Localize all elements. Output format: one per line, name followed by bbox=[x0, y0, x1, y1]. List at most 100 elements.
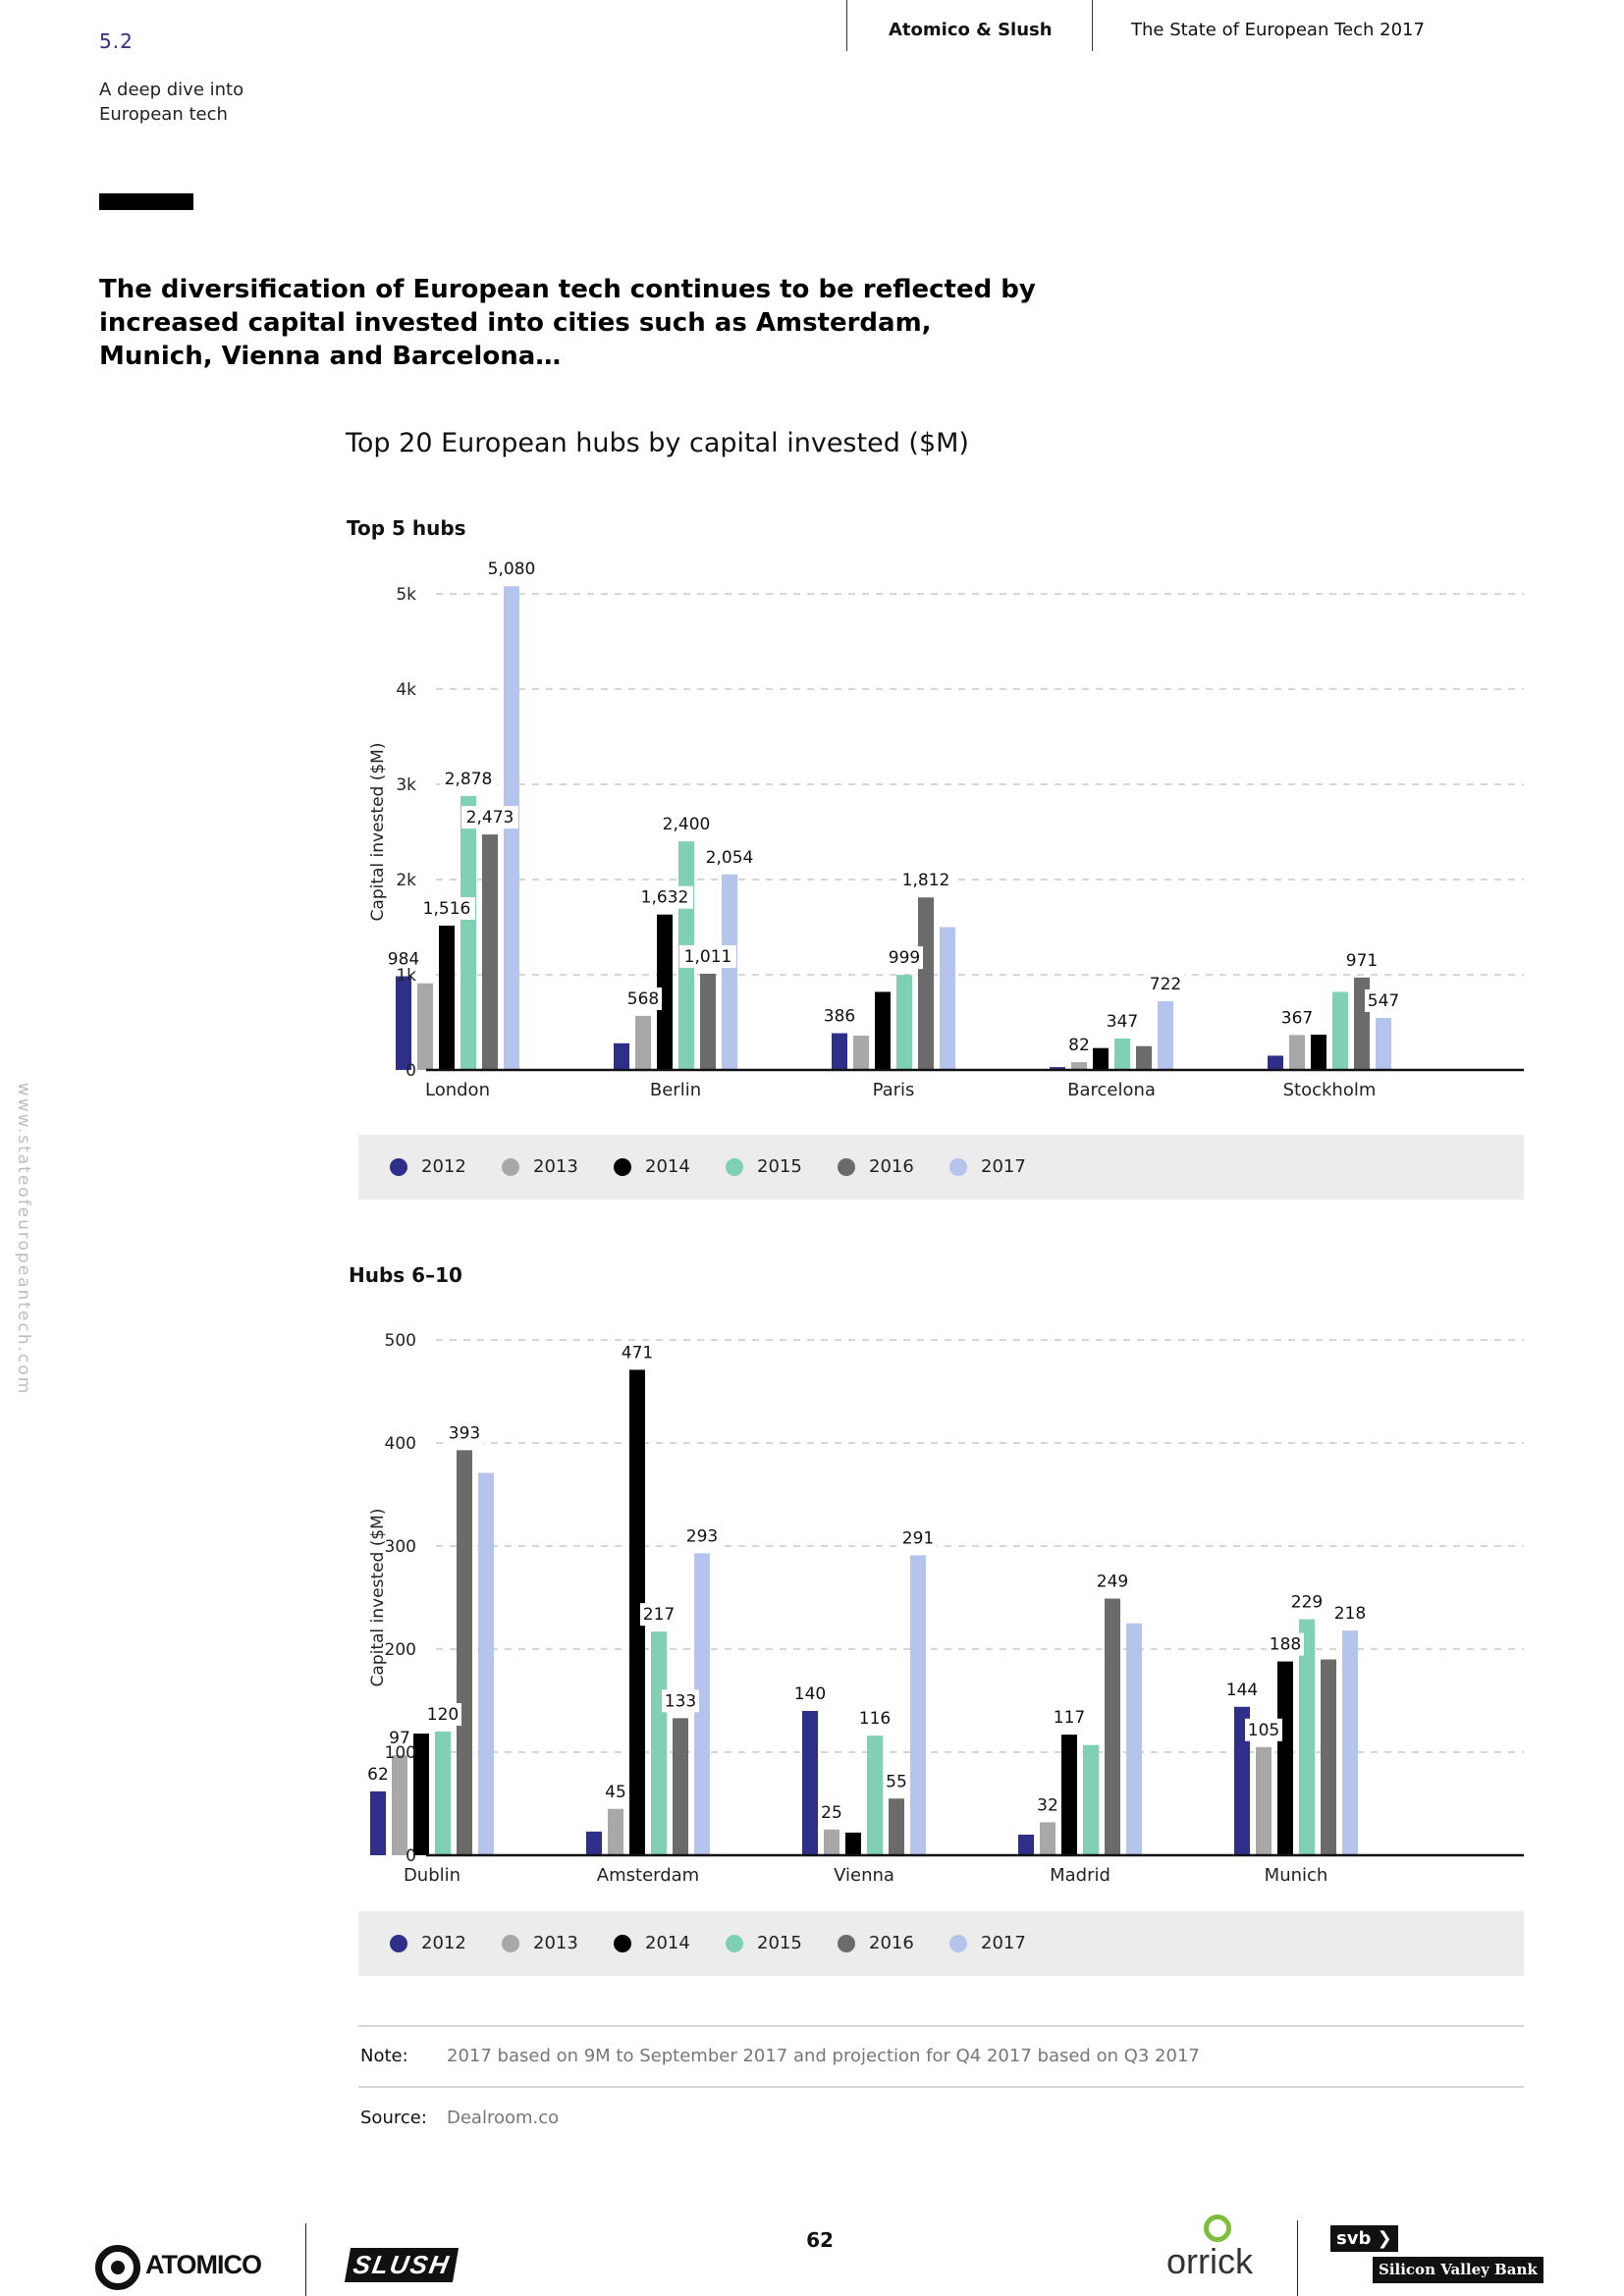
footer-divider bbox=[1297, 2220, 1298, 2296]
data-label-madrid-2013: 32 bbox=[1037, 1795, 1058, 1815]
bar-berlin-2016 bbox=[700, 973, 716, 1070]
source-divider bbox=[358, 2086, 1524, 2088]
x-tick-label: Berlin bbox=[650, 1080, 701, 1100]
data-label-bg bbox=[1094, 1570, 1131, 1593]
bar-paris-2016 bbox=[918, 897, 934, 1070]
data-label-stockholm-2016: 971 bbox=[1346, 951, 1378, 971]
footer-divider bbox=[305, 2223, 306, 2296]
bar-madrid-2016 bbox=[1105, 1598, 1120, 1855]
source-label: Source: bbox=[360, 2108, 427, 2128]
legend-swatch bbox=[949, 1935, 967, 1952]
data-label-madrid-2014: 117 bbox=[1054, 1708, 1085, 1728]
bar-paris-2017 bbox=[940, 927, 955, 1070]
source-text: Dealroom.co bbox=[447, 2108, 560, 2128]
legend-swatch bbox=[949, 1158, 967, 1176]
x-tick-label: Stockholm bbox=[1283, 1080, 1377, 1100]
legend-label: 2013 bbox=[533, 1156, 578, 1177]
bar-amsterdam-2012 bbox=[586, 1831, 602, 1855]
data-label-berlin-2016: 1,011 bbox=[684, 947, 732, 967]
legend-swatch bbox=[502, 1158, 519, 1176]
data-label-bg bbox=[440, 767, 497, 790]
y-axis-label: Capital invested ($M) bbox=[368, 1509, 388, 1687]
data-label-bg bbox=[1343, 948, 1380, 972]
y-tick-label: 400 bbox=[385, 1434, 416, 1454]
data-label-bg bbox=[1288, 1590, 1326, 1614]
legend-label: 2016 bbox=[869, 1156, 914, 1177]
legend-swatch bbox=[614, 1935, 631, 1952]
data-label-bg bbox=[662, 1689, 699, 1713]
x-tick-label: Madrid bbox=[1050, 1865, 1110, 1886]
bar-madrid-2017 bbox=[1126, 1623, 1142, 1855]
bar-vienna-2012 bbox=[802, 1711, 818, 1855]
data-label-bg bbox=[636, 885, 693, 909]
bar-paris-2015 bbox=[896, 975, 912, 1070]
slush-logo: SLUSH bbox=[344, 2248, 460, 2282]
legend-swatch bbox=[390, 1935, 407, 1952]
data-label-dublin-2013: 97 bbox=[389, 1729, 410, 1748]
data-label-bg bbox=[821, 1004, 858, 1028]
data-label-bg bbox=[446, 1421, 483, 1445]
bar-amsterdam-2015 bbox=[651, 1631, 667, 1855]
data-label-bg bbox=[483, 560, 540, 581]
bar-barcelona-2017 bbox=[1158, 1000, 1173, 1070]
data-label-bg bbox=[883, 1770, 910, 1793]
legend-label: 2012 bbox=[421, 1933, 466, 1953]
data-label-bg bbox=[791, 1682, 829, 1705]
data-label-bg bbox=[418, 896, 475, 920]
header-divider bbox=[846, 0, 847, 51]
bar-madrid-2013 bbox=[1040, 1822, 1056, 1855]
svb-logo-short: svb ❯ bbox=[1330, 2225, 1398, 2252]
bar-amsterdam-2013 bbox=[608, 1808, 623, 1855]
chart-1-legend: 2012 2013 2014 2015 2016 2017 bbox=[358, 1135, 1524, 1200]
bar-barcelona-2013 bbox=[1071, 1062, 1087, 1070]
data-label-bg bbox=[386, 1727, 413, 1750]
bar-london-2014 bbox=[439, 925, 455, 1070]
bar-amsterdam-2014 bbox=[629, 1369, 645, 1855]
legend-label: 2016 bbox=[869, 1933, 914, 1953]
data-label-berlin-2013: 568 bbox=[627, 989, 659, 1009]
orrick-logo: orrick bbox=[1166, 2241, 1253, 2281]
data-label-bg bbox=[818, 1800, 845, 1824]
data-label-bg bbox=[856, 1707, 893, 1731]
y-tick-label: 100 bbox=[385, 1743, 416, 1763]
legend-label: 2012 bbox=[421, 1156, 466, 1177]
legend-label: 2017 bbox=[981, 1933, 1026, 1953]
bar-stockholm-2015 bbox=[1332, 991, 1348, 1070]
data-label-amsterdam-2016: 133 bbox=[665, 1691, 696, 1711]
data-label-bg bbox=[364, 1762, 392, 1786]
x-tick-label: London bbox=[425, 1080, 490, 1100]
bar-madrid-2012 bbox=[1018, 1835, 1034, 1855]
data-label-vienna-2013: 25 bbox=[821, 1803, 842, 1823]
data-label-bg bbox=[640, 1603, 677, 1627]
bar-amsterdam-2017 bbox=[694, 1553, 710, 1855]
data-label-bg bbox=[899, 1526, 937, 1550]
svb-logo-short-text: svb bbox=[1336, 2228, 1372, 2249]
legend-label: 2015 bbox=[757, 1933, 802, 1953]
y-tick-label: 2k bbox=[396, 871, 416, 890]
bar-dublin-2015 bbox=[435, 1732, 451, 1855]
y-tick-label: 1k bbox=[396, 966, 416, 986]
legend-label: 2013 bbox=[533, 1933, 578, 1953]
header-report-title: The State of European Tech 2017 bbox=[1131, 20, 1425, 40]
data-label-bg bbox=[1223, 1678, 1261, 1701]
page-number: 62 bbox=[806, 2228, 834, 2252]
svb-logo-full: Silicon Valley Bank bbox=[1373, 2257, 1543, 2283]
bar-munich-2017 bbox=[1342, 1630, 1358, 1855]
bar-berlin-2014 bbox=[657, 914, 673, 1070]
data-label-bg bbox=[1034, 1793, 1061, 1817]
legend-label: 2015 bbox=[757, 1156, 802, 1177]
data-label-vienna-2016: 55 bbox=[886, 1772, 907, 1791]
bar-madrid-2014 bbox=[1061, 1735, 1077, 1855]
data-label-dublin-2015: 120 bbox=[427, 1705, 459, 1725]
data-label-bg bbox=[1278, 1006, 1316, 1030]
data-label-bg bbox=[619, 1341, 656, 1364]
data-label-berlin-2014: 1,632 bbox=[641, 888, 689, 908]
y-tick-label: 200 bbox=[385, 1640, 416, 1660]
note-text: 2017 based on 9M to September 2017 and p… bbox=[447, 2046, 1200, 2066]
header-divider bbox=[1092, 0, 1093, 51]
side-url[interactable]: www.stateofeuropeantech.com bbox=[14, 1082, 33, 1396]
y-axis-label: Capital invested ($M) bbox=[368, 743, 388, 922]
headline: The diversification of European tech con… bbox=[99, 275, 1036, 371]
data-label-munich-2013: 105 bbox=[1248, 1721, 1279, 1740]
